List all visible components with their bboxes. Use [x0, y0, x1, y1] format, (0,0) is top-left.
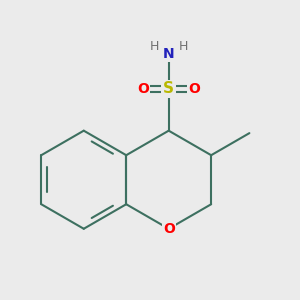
Text: O: O	[163, 222, 175, 236]
Text: N: N	[163, 46, 175, 61]
Text: O: O	[137, 82, 149, 96]
Text: H: H	[150, 40, 159, 52]
Text: H: H	[178, 40, 188, 52]
Text: O: O	[188, 82, 200, 96]
Text: S: S	[163, 82, 174, 97]
